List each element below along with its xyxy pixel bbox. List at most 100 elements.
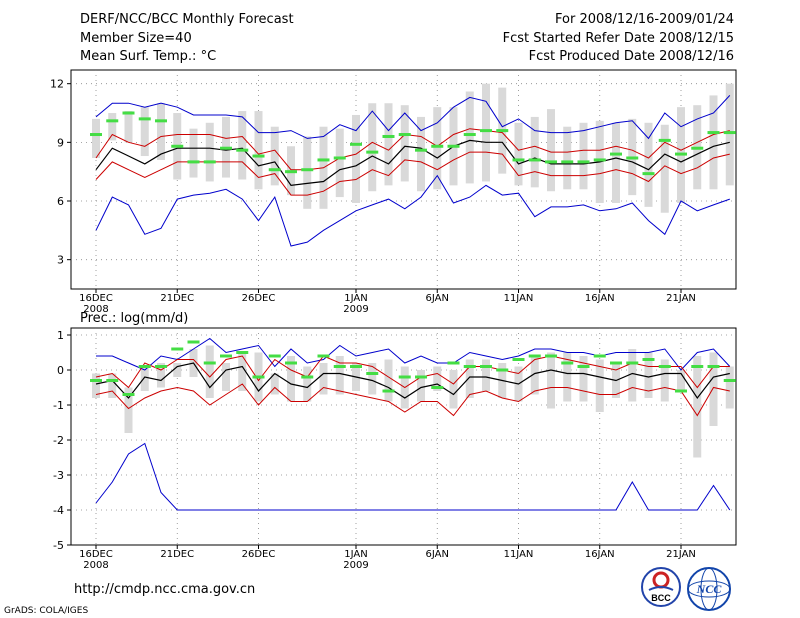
temperature-observed-mark (155, 119, 167, 123)
precipitation-xtick-label: 11JAN (504, 549, 534, 560)
temperature-observed-mark (431, 144, 444, 148)
temperature-observed-mark (317, 158, 330, 162)
precipitation-line-upper (95, 355, 730, 389)
precipitation-xtick-label: 21JAN (666, 549, 696, 560)
precipitation-line-min (95, 442, 731, 511)
precipitation-ytick-label: -1 (53, 399, 64, 412)
temperature-line-upper (95, 128, 730, 171)
temperature-range-box (205, 122, 214, 182)
temperature-observed-mark (723, 131, 736, 135)
precipitation-ytick-label: -5 (53, 539, 64, 552)
precipitation-observed-mark (496, 368, 509, 372)
temperature-observed-mark (415, 148, 427, 152)
temperature-observed-mark (90, 133, 102, 137)
temperature-range-box (335, 128, 344, 198)
temperature-observed-mark (220, 146, 232, 150)
precipitation-xtick-label: 26DEC (242, 549, 276, 560)
temperature-observed-mark (675, 152, 687, 156)
precipitation-range-box (319, 363, 328, 395)
temperature-range-box (579, 122, 588, 190)
temperature-range-box (644, 122, 653, 207)
temperature-line-min (95, 174, 730, 247)
precipitation-observed-mark (415, 375, 427, 379)
precipitation-observed-mark (155, 365, 167, 368)
precipitation-range-box (547, 352, 555, 409)
precipitation-range-box (222, 363, 230, 391)
precipitation-range-box (92, 373, 100, 398)
temperature-ytick-label: 6 (57, 195, 64, 208)
temperature-observed-mark (463, 133, 476, 137)
precipitation-observed-mark (106, 379, 119, 382)
temperature-observed-mark (545, 160, 557, 164)
temperature-observed-mark (528, 158, 541, 162)
precipitation-range-box (157, 363, 165, 388)
precipitation-range-box (270, 373, 279, 395)
precipitation-range-box (108, 373, 117, 398)
precipitation-observed-mark (593, 354, 606, 358)
temperature-range-box (563, 126, 572, 190)
temperature-observed-mark (447, 144, 460, 148)
precipitation-observed-mark (642, 358, 655, 361)
temperature-observed-mark (301, 168, 314, 172)
temperature-observed-mark (398, 133, 411, 137)
temperature-xtick-label: 26DEC (242, 293, 276, 304)
precipitation-line-mean (95, 362, 730, 400)
forecast-range-label: For 2008/12/16-2009/01/24 (555, 12, 734, 27)
precipitation-ytick-label: -4 (53, 504, 64, 517)
precipitation-observed-mark (317, 354, 330, 358)
precipitation-observed-mark (658, 365, 671, 368)
temperature-observed-mark (138, 117, 151, 121)
temperature-range-box (384, 103, 393, 186)
temperature-observed-mark (626, 156, 639, 160)
temperature-observed-mark (268, 168, 281, 172)
temperature-range-box (417, 116, 425, 192)
ncc-logo: NCC (687, 567, 731, 611)
temperature-observed-mark (236, 148, 249, 152)
precipitation-range-box (677, 370, 685, 391)
temperature-range-box (709, 95, 718, 190)
precipitation-range-box (465, 359, 474, 398)
temperature-range-box (514, 122, 523, 186)
temperature-range-box (352, 114, 360, 203)
temperature-observed-mark (366, 150, 379, 154)
temperature-range-box (238, 111, 247, 180)
precipitation-xtick-label: 16JAN (585, 549, 615, 560)
bcc-logo: BCC (641, 567, 681, 607)
ncc-logo-text: NCC (696, 582, 723, 596)
temperature-ytick-label: 3 (57, 254, 64, 267)
temperature-range-box (368, 103, 377, 192)
precipitation-observed-mark (220, 354, 232, 358)
temperature-observed-mark (122, 111, 135, 115)
grads-credit: GrADS: COLA/IGES (4, 606, 89, 616)
precipitation-observed-mark (512, 358, 525, 361)
precip-panel-title: Prec.: log(mm/d) (80, 311, 188, 326)
precipitation-observed-mark (528, 354, 541, 358)
precipitation-observed-mark (561, 361, 574, 365)
precipitation-xtick-sublabel: 2008 (83, 560, 108, 571)
precipitation-range-box (124, 387, 133, 433)
temperature-observed-mark (496, 129, 509, 133)
temperature-xtick-label: 11JAN (504, 293, 534, 304)
temperature-range-box (124, 111, 133, 143)
precipitation-plot-frame (70, 327, 737, 546)
precipitation-xtick-label: 21DEC (160, 549, 194, 560)
temperature-observed-mark (252, 154, 265, 158)
temperature-range-box (270, 126, 279, 186)
precipitation-range-box (644, 352, 653, 398)
temperature-range-box (482, 83, 490, 182)
precipitation-observed-mark (333, 365, 346, 368)
precipitation-range-box (579, 356, 588, 402)
temperature-range-box (400, 105, 409, 182)
precipitation-observed-mark (268, 354, 281, 358)
precipitation-ytick-label: 1 (57, 329, 64, 342)
temperature-range-box (725, 83, 734, 186)
precipitation-ytick-label: 0 (57, 364, 64, 377)
footer-url[interactable]: http://cmdp.ncc.cma.gov.cn (74, 582, 256, 597)
temperature-observed-mark (382, 134, 395, 138)
precipitation-observed-mark (626, 361, 639, 365)
precipitation-xtick-label: 6JAN (426, 549, 449, 560)
temperature-observed-mark (577, 160, 590, 164)
precipitation-range-box (725, 366, 734, 409)
precipitation-observed-mark (675, 389, 687, 393)
